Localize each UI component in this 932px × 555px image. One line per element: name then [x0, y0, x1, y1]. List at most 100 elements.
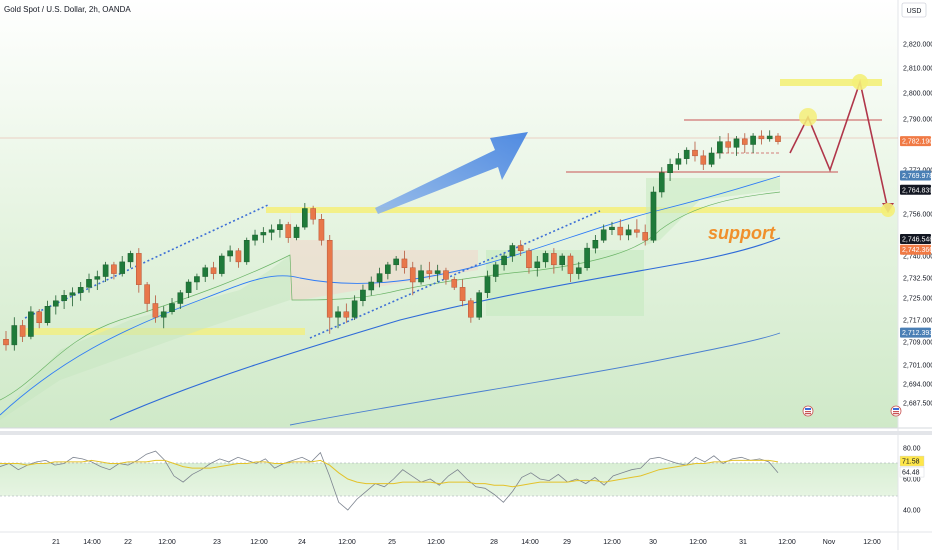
candle-body	[111, 264, 117, 274]
support-zone	[266, 207, 892, 213]
projected-path	[789, 79, 889, 211]
price-tag-badge	[900, 233, 931, 244]
candle-body	[675, 158, 682, 165]
ma-slow-line	[289, 332, 781, 426]
time-axis[interactable]: 21 14:00 22 12:00 23 12:00 24 12:00 25 12:00 28 14:…	[52, 539, 881, 546]
candle-body	[509, 245, 516, 257]
candle-body	[758, 135, 765, 140]
candle-body	[44, 306, 51, 323]
candle-body	[368, 281, 375, 291]
candle-body	[766, 135, 773, 140]
price-tag-label: 2,746.548	[902, 236, 932, 243]
candle-body	[725, 141, 732, 148]
candle-body	[526, 250, 532, 268]
candle-body	[61, 295, 67, 302]
price-tag-badge	[900, 184, 931, 195]
candle-body	[683, 149, 690, 159]
candle-body	[567, 255, 574, 274]
time-tick-label: 30	[649, 539, 657, 546]
candle-body	[19, 325, 26, 337]
price-tick-label: 2,756.000	[903, 212, 932, 219]
projection-point-1	[799, 108, 817, 126]
candle-body	[426, 270, 433, 274]
time-tick-label: 12:00	[778, 539, 796, 546]
time-tick-label: 29	[563, 539, 571, 546]
price-tags-layer: 2,782.190 2,769.978 2,764.839 2,746.548 2,74…	[900, 136, 932, 338]
projection-point-2	[852, 74, 868, 90]
candle-body	[642, 232, 649, 241]
price-tag-badge	[900, 170, 931, 181]
price-tick-label: 2,790.000	[903, 117, 932, 124]
candle-body	[517, 245, 524, 251]
candle-body	[177, 292, 184, 304]
candle-body	[492, 264, 499, 277]
rsi-layer: 80.00 60.00 40.00 71.58 64.48	[0, 446, 925, 515]
candle-body	[443, 270, 449, 280]
candle-body	[11, 325, 18, 346]
candle-body	[135, 253, 142, 285]
price-tag-badge	[900, 327, 931, 338]
candle-body	[285, 224, 292, 238]
candle-body	[36, 311, 43, 323]
candle-body	[650, 191, 657, 241]
price-tag-label: 2,764.839	[902, 187, 932, 194]
event-flag-icon[interactable]	[802, 405, 814, 417]
candle-body	[302, 208, 308, 228]
candle-body	[484, 276, 491, 293]
candle-body	[733, 138, 740, 148]
rsi-tick-label: 60.00	[903, 477, 921, 484]
candle-body	[277, 224, 283, 230]
support-label: support	[708, 223, 776, 243]
price-tick-label: 2,717.000	[903, 318, 932, 325]
time-tick-label: 24	[298, 539, 306, 546]
rsi-band-fill	[0, 463, 898, 496]
candle-body	[293, 226, 300, 238]
candle-body	[393, 258, 399, 266]
candle-body	[534, 261, 541, 268]
candle-body	[667, 164, 673, 173]
price-tick-label: 2,810.000	[903, 66, 932, 73]
candle-body	[617, 226, 624, 236]
price-tag-badge	[900, 136, 931, 147]
cloud-fill-left	[0, 255, 290, 420]
price-tag-label: 2,742.366	[902, 247, 932, 254]
candle-body	[575, 267, 582, 274]
candle-body	[708, 152, 715, 165]
candle-body	[69, 292, 76, 296]
candle-body	[194, 276, 200, 283]
candle-body	[476, 292, 482, 318]
price-axis[interactable]: 2,820.0002,810.0002,800.0002,790.0002,77…	[903, 42, 932, 408]
event-flag-icon[interactable]	[890, 405, 902, 417]
candle-body	[741, 138, 748, 145]
candle-body	[243, 240, 250, 263]
candle-body	[459, 287, 466, 302]
candle-body	[351, 300, 358, 318]
candle-body	[501, 255, 507, 266]
currency-label[interactable]: USD	[907, 8, 922, 15]
time-tick-label: 21	[52, 539, 60, 546]
time-tick-label: 12:00	[603, 539, 621, 546]
rsi-tag-badge	[899, 466, 925, 478]
time-tick-label: 12:00	[338, 539, 356, 546]
candle-body	[185, 281, 192, 293]
projection-point-3	[881, 203, 895, 217]
ma-fast-line	[0, 175, 781, 416]
candle-body	[634, 229, 640, 233]
candles-layer	[3, 130, 781, 351]
price-tick-label: 2,709.000	[903, 340, 932, 347]
candle-body	[326, 240, 333, 318]
candle-body	[717, 141, 723, 154]
candle-body	[52, 300, 59, 307]
time-tick-label: 31	[739, 539, 747, 546]
rsi-tick-label: 40.00	[903, 508, 921, 515]
candle-body	[584, 247, 590, 268]
candle-body	[227, 250, 233, 257]
time-tick-label: 12:00	[250, 539, 268, 546]
currency-button[interactable]: USD	[901, 2, 927, 18]
chart-title: Gold Spot / U.S. Dollar, 2h, OANDA	[4, 5, 131, 14]
candle-body	[542, 253, 549, 263]
price-tag-label: 2,769.978	[902, 173, 932, 180]
candle-body	[127, 253, 134, 263]
